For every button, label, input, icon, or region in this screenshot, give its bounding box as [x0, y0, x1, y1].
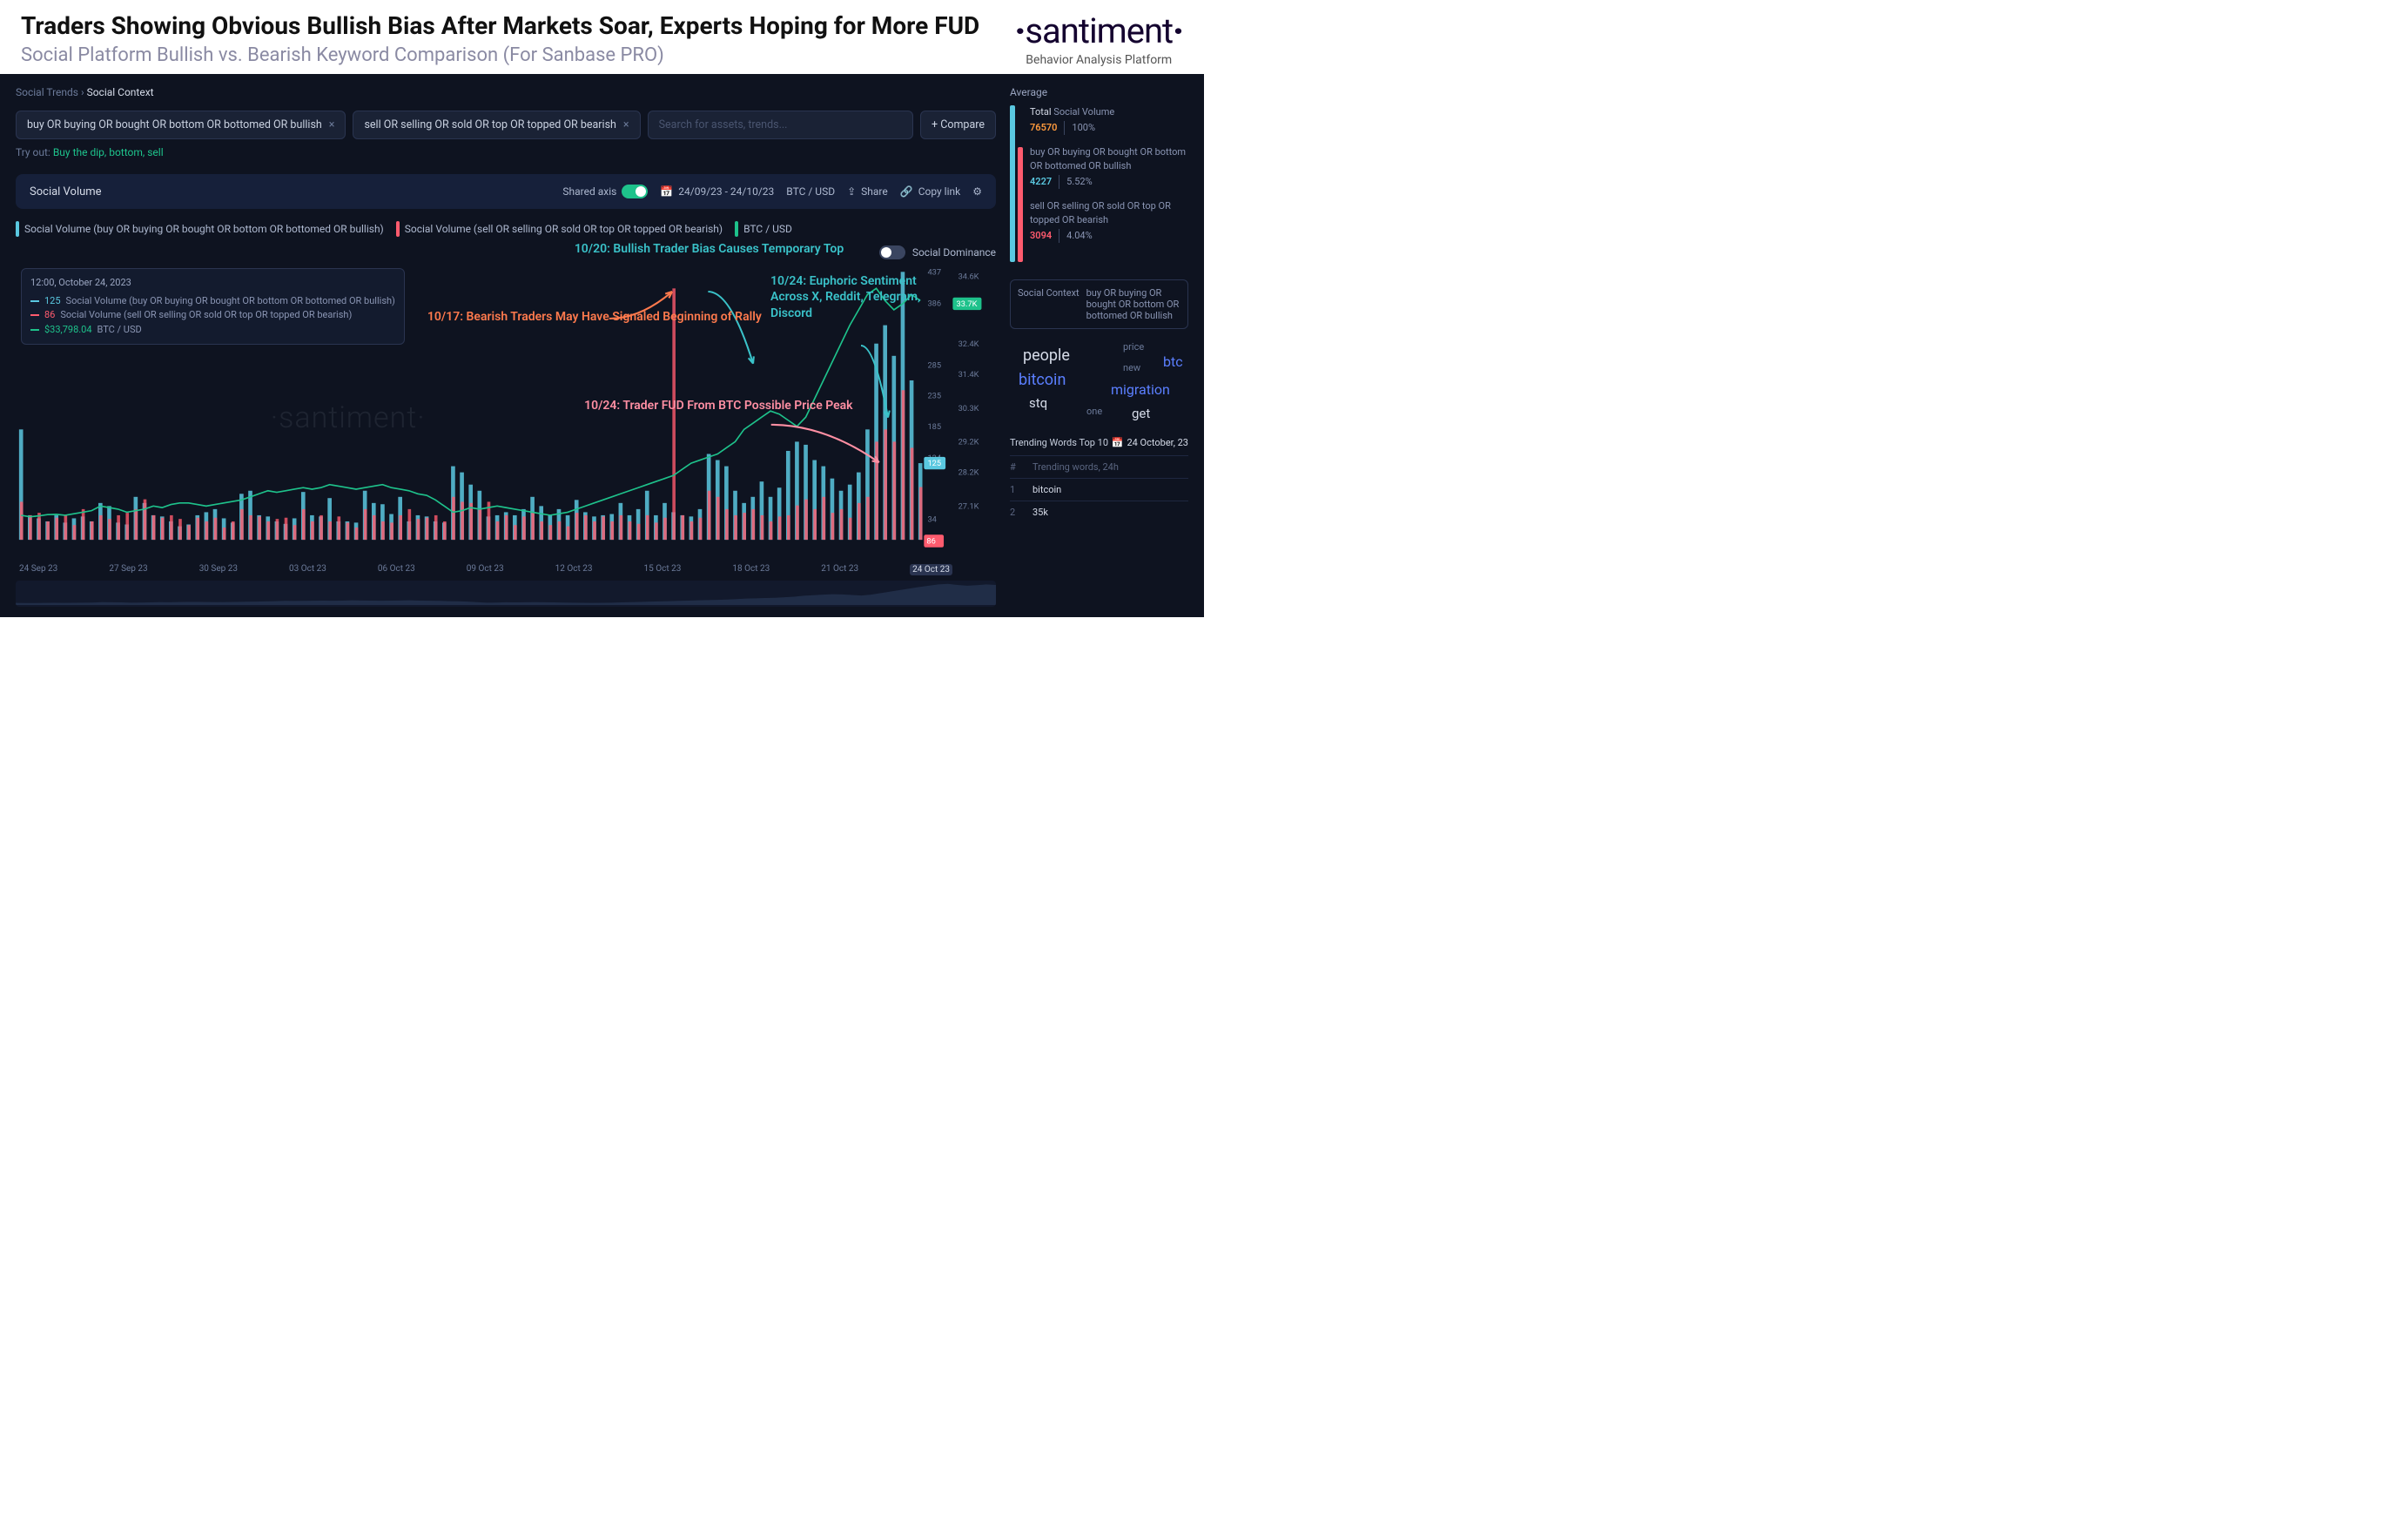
- avg-bar-buy: [1010, 105, 1015, 262]
- close-icon[interactable]: ×: [329, 118, 335, 131]
- santiment-logo: ·santiment·: [1015, 10, 1184, 51]
- avg-buy: buy OR buying OR bought OR bottom OR bot…: [1030, 145, 1188, 189]
- annotation-euphoric: 10/24: Euphoric Sentiment Across X, Redd…: [770, 273, 945, 321]
- legend-buy[interactable]: Social Volume (buy OR buying OR bought O…: [16, 221, 384, 237]
- svg-text:34: 34: [927, 514, 936, 524]
- breadcrumb-current: Social Context: [87, 86, 154, 98]
- calendar-icon: 📅: [660, 185, 673, 198]
- link-icon: 🔗: [900, 185, 913, 198]
- dominance-label: Social Dominance: [912, 246, 996, 259]
- svg-text:34.6K: 34.6K: [958, 272, 979, 281]
- svg-text:32.4K: 32.4K: [958, 339, 979, 349]
- avg-sell: sell OR selling OR sold OR top OR topped…: [1030, 199, 1188, 243]
- filter-chip-buy[interactable]: buy OR buying OR bought OR bottom OR bot…: [16, 111, 346, 139]
- avg-total: Total Total Social VolumeSocial Volume 7…: [1030, 105, 1188, 135]
- x-axis: 24 Sep 2327 Sep 2330 Sep 2303 Oct 2306 O…: [16, 561, 996, 577]
- logo-tagline: Behavior Analysis Platform: [1015, 53, 1184, 67]
- wordcloud: peoplepricebitcoinnewbtcstqmigrationoneg…: [1010, 341, 1188, 437]
- trending-title: Trending Words Top 10: [1010, 437, 1108, 448]
- chart-toolbar: Social Volume Shared axis 📅24/09/23 - 24…: [16, 174, 996, 209]
- date-range-picker[interactable]: 📅24/09/23 - 24/10/23: [660, 185, 774, 198]
- calendar-icon: 📅: [1112, 437, 1124, 448]
- svg-text:27.1K: 27.1K: [958, 501, 979, 511]
- tryout-link[interactable]: Buy the dip, bottom, sell: [53, 146, 164, 158]
- annotation-bullish-bias: 10/20: Bullish Trader Bias Causes Tempor…: [575, 241, 844, 257]
- svg-text:185: 185: [927, 422, 941, 432]
- average-title: Average: [1010, 86, 1188, 98]
- close-icon[interactable]: ×: [623, 118, 629, 131]
- dominance-toggle[interactable]: [879, 245, 905, 259]
- gear-icon: ⚙: [972, 185, 982, 198]
- average-panel: Total Total Social VolumeSocial Volume 7…: [1010, 105, 1188, 262]
- trending-date-picker[interactable]: 📅24 October, 23: [1112, 437, 1188, 448]
- svg-text:285: 285: [927, 360, 941, 370]
- svg-text:33.7K: 33.7K: [957, 299, 978, 309]
- compare-button[interactable]: + Compare: [920, 111, 996, 139]
- svg-text:29.2K: 29.2K: [958, 438, 979, 447]
- breadcrumb-parent[interactable]: Social Trends: [16, 86, 78, 98]
- page-title: Traders Showing Obvious Bullish Bias Aft…: [21, 10, 979, 41]
- watermark: ·santiment·: [271, 400, 426, 435]
- svg-text:86: 86: [926, 537, 935, 547]
- share-button[interactable]: ⇪Share: [847, 185, 888, 198]
- pair-selector[interactable]: BTC / USD: [786, 185, 835, 198]
- chart-tooltip: 12:00, October 24, 2023 125 Social Volum…: [21, 268, 405, 345]
- avg-bar-sell: [1018, 147, 1023, 262]
- tryout-hint: Try out: Buy the dip, bottom, sell: [16, 146, 996, 158]
- chart-title: Social Volume: [30, 185, 550, 198]
- breadcrumb: Social Trends › Social Context: [16, 86, 996, 98]
- page-subtitle: Social Platform Bullish vs. Bearish Keyw…: [21, 44, 979, 66]
- svg-text:125: 125: [927, 459, 941, 468]
- chart[interactable]: 4373862852351851343434.6K33.7K32.4K31.4K…: [16, 265, 996, 561]
- shared-axis-toggle[interactable]: Shared axis: [562, 185, 648, 198]
- copylink-button[interactable]: 🔗Copy link: [900, 185, 960, 198]
- mini-scrollbar[interactable]: [16, 581, 996, 607]
- search-input[interactable]: Search for assets, trends...: [648, 111, 913, 139]
- share-icon: ⇪: [847, 185, 856, 198]
- svg-text:28.2K: 28.2K: [958, 468, 979, 478]
- annotation-fud: 10/24: Trader FUD From BTC Possible Pric…: [584, 398, 853, 413]
- social-context-box[interactable]: Social Context buy OR buying OR bought O…: [1010, 279, 1188, 329]
- legend-price[interactable]: BTC / USD: [735, 221, 792, 237]
- settings-button[interactable]: ⚙: [972, 185, 982, 198]
- annotation-bearish-signal: 10/17: Bearish Traders May Have Signaled…: [427, 309, 762, 325]
- dashboard: Social Trends › Social Context buy OR bu…: [0, 74, 1204, 617]
- svg-text:31.4K: 31.4K: [958, 370, 979, 380]
- svg-text:235: 235: [927, 392, 941, 401]
- header: Traders Showing Obvious Bullish Bias Aft…: [0, 0, 1204, 74]
- trending-panel: Trending Words Top 10 📅24 October, 23 #T…: [1010, 437, 1188, 523]
- legend-sell[interactable]: Social Volume (sell OR selling OR sold O…: [396, 221, 723, 237]
- svg-text:30.3K: 30.3K: [958, 404, 979, 413]
- filter-chip-sell[interactable]: sell OR selling OR sold OR top OR topped…: [353, 111, 640, 139]
